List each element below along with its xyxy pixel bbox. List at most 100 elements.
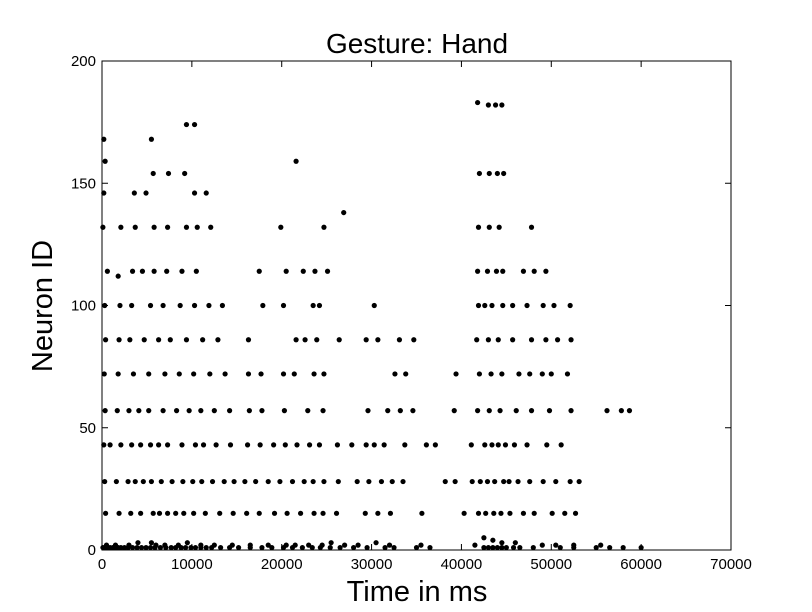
spike-point [302, 337, 307, 342]
spike-point [162, 371, 167, 376]
spike-point [132, 190, 137, 195]
spike-point [311, 479, 316, 484]
spike-point [207, 371, 212, 376]
spike-point [506, 479, 511, 484]
spike-point [284, 269, 289, 274]
spike-point [114, 479, 119, 484]
spike-point [222, 479, 227, 484]
spike-point [180, 479, 185, 484]
spike-point [293, 337, 298, 342]
y-tick-label: 0 [88, 542, 96, 559]
spike-point [116, 337, 121, 342]
spike-point [182, 171, 187, 176]
spike-point [259, 408, 264, 413]
spike-point [320, 408, 325, 413]
spike-point [212, 408, 217, 413]
spike-point [192, 190, 197, 195]
spike-point [512, 442, 517, 447]
spike-point [192, 122, 197, 127]
x-tick-label: 40000 [441, 556, 483, 573]
spike-point [294, 442, 299, 447]
spike-point [151, 171, 156, 176]
spike-point [253, 479, 258, 484]
spike-point [102, 479, 107, 484]
spike-point [188, 545, 193, 550]
spike-point [524, 303, 529, 308]
spike-point [174, 408, 179, 413]
spike-points [100, 100, 643, 550]
spike-point [214, 442, 219, 447]
spike-point [639, 545, 644, 550]
spike-point [293, 543, 298, 548]
spike-point [475, 269, 480, 274]
spike-point [283, 442, 288, 447]
spike-point [500, 269, 505, 274]
spike-point [387, 543, 392, 548]
spike-point [103, 159, 108, 164]
spike-point [183, 545, 188, 550]
spike-point [504, 545, 509, 550]
spike-point [169, 479, 174, 484]
spike-point [301, 269, 306, 274]
spike-point [102, 303, 107, 308]
spike-point [176, 543, 181, 548]
spike-point [142, 337, 147, 342]
spike-point [419, 511, 424, 516]
spike-point [540, 543, 545, 548]
spike-point [259, 545, 264, 550]
spike-point [290, 479, 295, 484]
spike-point [363, 511, 368, 516]
spike-point [553, 543, 558, 548]
spike-point [179, 269, 184, 274]
spike-point [317, 303, 322, 308]
spike-point [129, 303, 134, 308]
spike-point [391, 545, 396, 550]
spike-point [529, 225, 534, 230]
spike-point [485, 269, 490, 274]
spike-point [104, 543, 109, 548]
spike-point [328, 545, 333, 550]
spike-point [166, 171, 171, 176]
spike-point [499, 545, 504, 550]
spike-point [208, 225, 213, 230]
spike-point [553, 479, 558, 484]
spike-point [477, 371, 482, 376]
spike-point [472, 543, 477, 548]
spike-point [503, 442, 508, 447]
spike-point [487, 408, 492, 413]
x-tick-label: 70000 [710, 556, 752, 573]
spike-point [482, 442, 487, 447]
spike-point [266, 479, 271, 484]
spike-point [489, 303, 494, 308]
spike-point [517, 545, 522, 550]
spike-point [469, 442, 474, 447]
spike-point [282, 408, 287, 413]
spike-point [627, 408, 632, 413]
spike-point [474, 337, 479, 342]
spike-point [598, 543, 603, 548]
spike-point [342, 543, 347, 548]
spike-point [220, 303, 225, 308]
spike-point [177, 371, 182, 376]
spike-point [532, 269, 537, 274]
spike-point [499, 102, 504, 107]
spike-point [501, 479, 506, 484]
spike-point [414, 545, 419, 550]
spike-point [115, 408, 120, 413]
spike-point [128, 511, 133, 516]
spike-point [487, 225, 492, 230]
spike-point [341, 210, 346, 215]
spike-point [544, 442, 549, 447]
spike-point [195, 225, 200, 230]
spike-point [271, 442, 276, 447]
spike-point [375, 337, 380, 342]
spike-point [577, 479, 582, 484]
spike-point [281, 371, 286, 376]
spike-point [338, 545, 343, 550]
spike-point [501, 171, 506, 176]
spike-point [134, 545, 139, 550]
spike-point [402, 442, 407, 447]
spike-point [113, 543, 118, 548]
spike-point [364, 442, 369, 447]
spike-point [478, 479, 483, 484]
